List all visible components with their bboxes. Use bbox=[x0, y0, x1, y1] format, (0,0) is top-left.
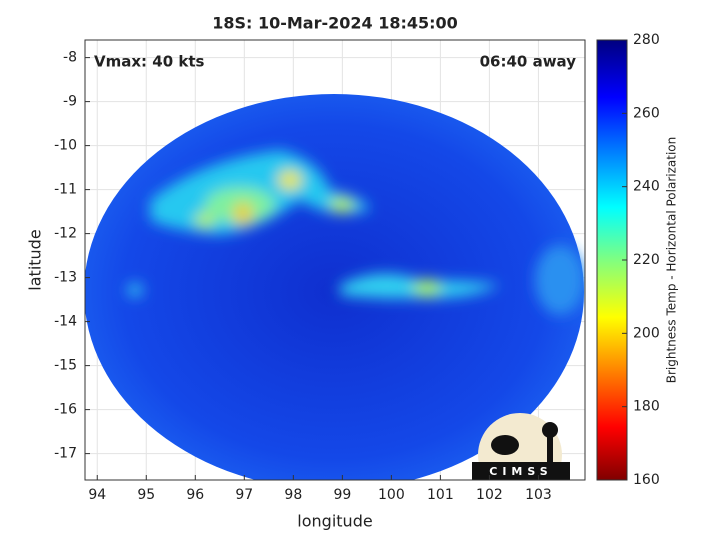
x-tick-label: 96 bbox=[186, 487, 204, 503]
x-tick-label: 98 bbox=[284, 487, 302, 503]
x-tick-label: 101 bbox=[427, 487, 454, 503]
colorbar-tick-label: 200 bbox=[633, 325, 660, 341]
colorbar-tick-label: 260 bbox=[633, 105, 660, 121]
y-tick-label: -16 bbox=[54, 402, 77, 418]
annotation: 06:40 away bbox=[480, 53, 577, 71]
y-tick-label: -12 bbox=[54, 226, 77, 242]
x-tick-label: 102 bbox=[476, 487, 503, 503]
image: CIMSS bbox=[85, 94, 585, 480]
cloud-features bbox=[127, 150, 585, 315]
y-tick-label: -17 bbox=[54, 446, 77, 462]
y-axis-label: latitude bbox=[26, 229, 45, 290]
colorbar-tick-label: 280 bbox=[633, 32, 660, 48]
x-tick-label: 97 bbox=[235, 487, 253, 503]
colorbar-tick-label: 220 bbox=[633, 252, 660, 268]
y-tick-label: -10 bbox=[54, 138, 77, 154]
y-tick-label: -13 bbox=[54, 270, 77, 286]
x-tick-label: 95 bbox=[137, 487, 155, 503]
y-tick-label: -9 bbox=[63, 94, 77, 110]
logo: CIMSS bbox=[472, 413, 570, 480]
x-tick-label: 94 bbox=[88, 487, 106, 503]
annotation: Vmax: 40 kts bbox=[94, 53, 204, 71]
y-tick-label: -8 bbox=[63, 50, 77, 66]
colorbar-tick-label: 240 bbox=[633, 179, 660, 195]
colorbar-tick-label: 160 bbox=[633, 472, 660, 488]
x-tick-label: 99 bbox=[333, 487, 351, 503]
y-tick-label: -15 bbox=[54, 358, 77, 374]
x-tick-label: 100 bbox=[378, 487, 405, 503]
chart-title: 18S: 10-Mar-2024 18:45:00 bbox=[212, 14, 458, 33]
axes-border bbox=[84, 39, 586, 481]
x-tick-label: 103 bbox=[525, 487, 552, 503]
y-tick-label: -11 bbox=[54, 182, 77, 198]
x-axis-label: longitude bbox=[297, 512, 372, 531]
logo-text: CIMSS bbox=[489, 465, 552, 478]
colorbar-label: Brightness Temp - Horizontal Polarizatio… bbox=[665, 137, 679, 384]
colorbar-tick-label: 180 bbox=[633, 399, 660, 415]
y-tick-label: -14 bbox=[54, 314, 77, 330]
